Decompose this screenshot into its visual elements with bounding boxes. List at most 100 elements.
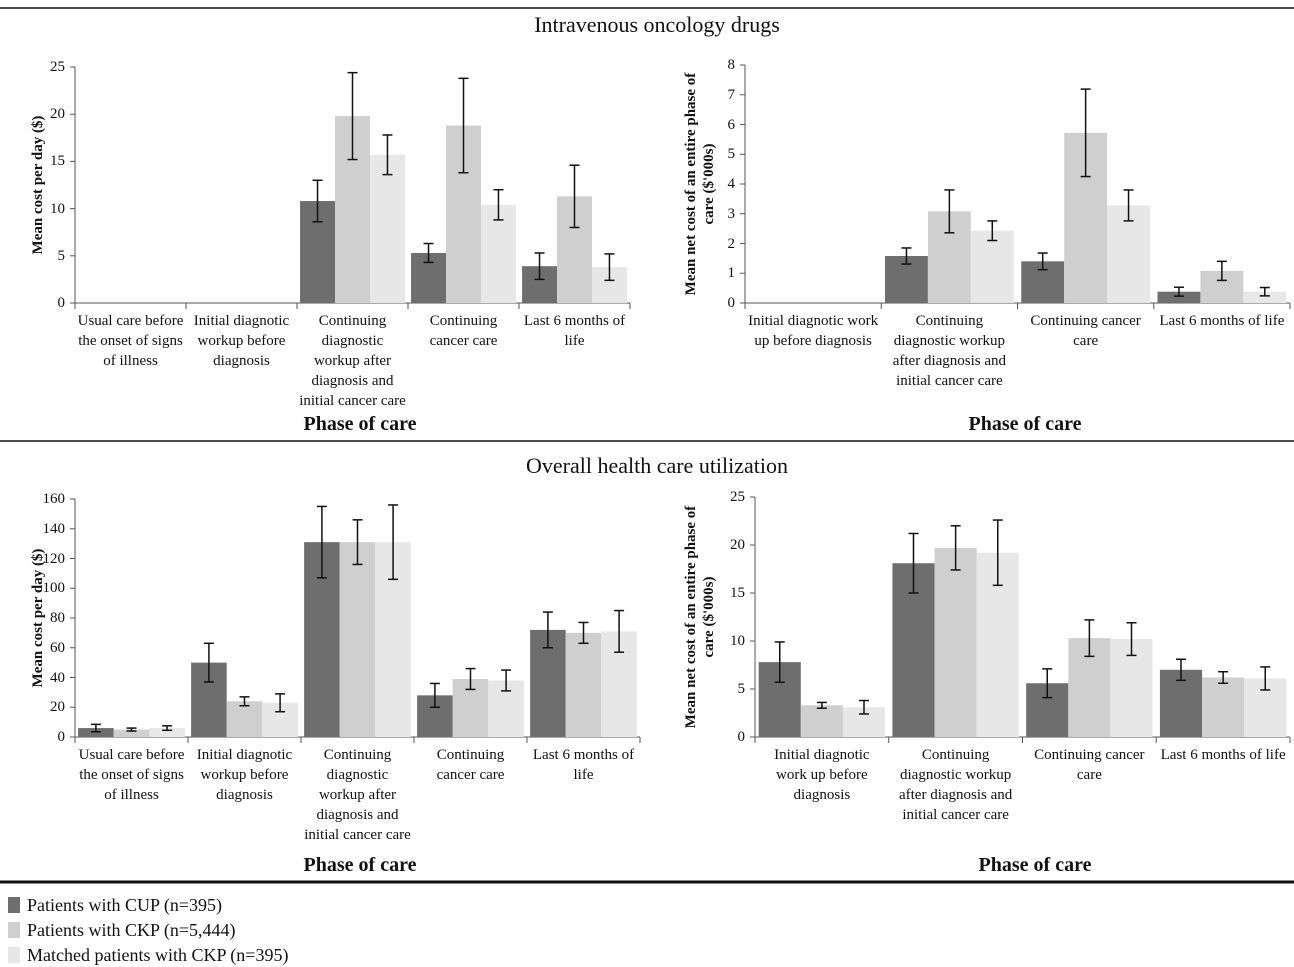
x-tick-label: Continuing diagnostic workup after diagn… bbox=[304, 747, 411, 843]
x-tick-label: Continuing cancer care bbox=[436, 747, 505, 783]
error-bar bbox=[1175, 658, 1186, 682]
y-tick-label: 100 bbox=[42, 580, 66, 597]
x-tick-label: Continuing diagnostic workup after diagn… bbox=[898, 747, 1013, 823]
bar bbox=[800, 705, 843, 737]
y-tick-label: 10 bbox=[50, 200, 65, 217]
error-bar bbox=[388, 504, 399, 581]
y-tick-label: 5 bbox=[737, 681, 746, 697]
x-axis-title: Phase of care bbox=[303, 413, 417, 435]
x-tick-label: Usual care before the onset of signs of … bbox=[77, 313, 184, 369]
x-tick-label: Continuing diagnostic workup after diagn… bbox=[299, 313, 406, 409]
error-bar bbox=[774, 641, 785, 684]
y-tick-label: 80 bbox=[50, 610, 65, 626]
section-title: Intravenous oncology drugs bbox=[534, 12, 780, 37]
y-tick-label: 8 bbox=[727, 57, 736, 73]
error-bar bbox=[1042, 668, 1053, 699]
error-bar bbox=[859, 699, 870, 715]
y-tick-label: 20 bbox=[50, 699, 65, 716]
x-axis-title: Phase of care bbox=[303, 854, 417, 876]
error-bar bbox=[275, 693, 286, 713]
error-bar bbox=[578, 621, 589, 645]
error-bar bbox=[347, 71, 358, 161]
bar bbox=[149, 728, 185, 737]
legend-swatch bbox=[8, 897, 20, 913]
y-axis-title: Mean net cost of an entire phase of care… bbox=[683, 505, 717, 729]
x-axis-title: Phase of care bbox=[968, 413, 1082, 435]
error-bar bbox=[987, 220, 998, 242]
section-title: Overall health care utilization bbox=[525, 453, 789, 478]
y-tick-label: 5 bbox=[727, 146, 736, 163]
error-bar bbox=[162, 725, 173, 732]
error-bar bbox=[90, 723, 101, 733]
error-bar bbox=[1173, 286, 1184, 297]
x-tick-label: Last 6 months of life bbox=[532, 747, 635, 783]
legend-label: Patients with CUP (n=395) bbox=[27, 895, 222, 915]
error-bar bbox=[1084, 619, 1095, 658]
legend-swatch bbox=[8, 947, 20, 963]
x-tick-label: Initial diagnotic workup before diagnosi… bbox=[193, 313, 290, 369]
error-bar bbox=[382, 134, 393, 176]
y-tick-label: 0 bbox=[727, 295, 736, 311]
x-tick-label: Initial diagnotic workup before diagnosi… bbox=[196, 747, 293, 803]
error-bar bbox=[950, 525, 961, 571]
error-bar bbox=[465, 667, 476, 691]
error-bar bbox=[1123, 189, 1134, 222]
y-axis-title: Mean cost per day ($) bbox=[30, 115, 46, 255]
legend-label: Patients with CKP (n=5,444) bbox=[27, 920, 236, 940]
x-tick-label: Last 6 months of life bbox=[1160, 747, 1286, 763]
error-bar bbox=[534, 252, 545, 281]
error-bar bbox=[423, 242, 434, 264]
bar bbox=[480, 204, 516, 303]
error-bar bbox=[429, 682, 440, 708]
y-tick-label: 60 bbox=[50, 639, 65, 656]
error-bar bbox=[901, 247, 912, 265]
x-tick-label: Continuing cancer care bbox=[1030, 313, 1141, 349]
y-tick-label: 0 bbox=[737, 729, 746, 745]
error-bar bbox=[944, 189, 955, 234]
bar bbox=[565, 632, 602, 737]
bar bbox=[113, 729, 150, 737]
x-tick-label: Continuing diagnostic workup after diagn… bbox=[892, 313, 1007, 389]
y-tick-label: 2 bbox=[727, 235, 736, 252]
x-tick-label: Initial diagnotic work up before diagnos… bbox=[748, 313, 879, 349]
x-tick-label: Initial diagnotic work up before diagnos… bbox=[774, 747, 870, 803]
y-tick-label: 0 bbox=[57, 295, 66, 311]
error-bar bbox=[1259, 286, 1270, 297]
error-bar bbox=[908, 532, 919, 594]
y-tick-label: 160 bbox=[42, 491, 66, 507]
error-bar bbox=[1080, 88, 1091, 178]
y-tick-label: 4 bbox=[727, 176, 736, 192]
x-tick-label: Last 6 months of life bbox=[523, 313, 626, 349]
error-bar bbox=[1126, 622, 1137, 657]
bar bbox=[226, 701, 263, 737]
y-tick-label: 10 bbox=[730, 633, 745, 649]
bar bbox=[934, 547, 977, 737]
bar bbox=[339, 542, 376, 737]
y-tick-label: 3 bbox=[727, 205, 736, 222]
y-tick-label: 15 bbox=[730, 585, 745, 601]
error-bar bbox=[1037, 252, 1048, 271]
x-tick-label: Continuing cancer care bbox=[1034, 747, 1145, 783]
error-bar bbox=[1216, 260, 1227, 282]
error-bar bbox=[352, 519, 363, 566]
error-bar bbox=[542, 611, 553, 649]
y-tick-label: 0 bbox=[57, 729, 66, 745]
y-axis-title: Mean cost per day ($) bbox=[30, 548, 46, 688]
y-tick-label: 1 bbox=[727, 265, 736, 282]
x-axis-title: Phase of care bbox=[978, 854, 1092, 876]
error-bar bbox=[312, 179, 323, 223]
y-tick-label: 7 bbox=[727, 86, 736, 103]
error-bar bbox=[816, 701, 827, 709]
bar bbox=[1202, 677, 1245, 737]
error-bar bbox=[1218, 670, 1229, 684]
error-bar bbox=[501, 669, 512, 692]
error-bar bbox=[126, 727, 137, 732]
bar bbox=[970, 230, 1014, 303]
y-tick-label: 25 bbox=[730, 489, 745, 505]
y-tick-label: 5 bbox=[57, 247, 66, 264]
error-bar bbox=[493, 188, 504, 221]
y-tick-label: 6 bbox=[727, 116, 736, 133]
legend-label: Matched patients with CKP (n=395) bbox=[27, 945, 289, 965]
